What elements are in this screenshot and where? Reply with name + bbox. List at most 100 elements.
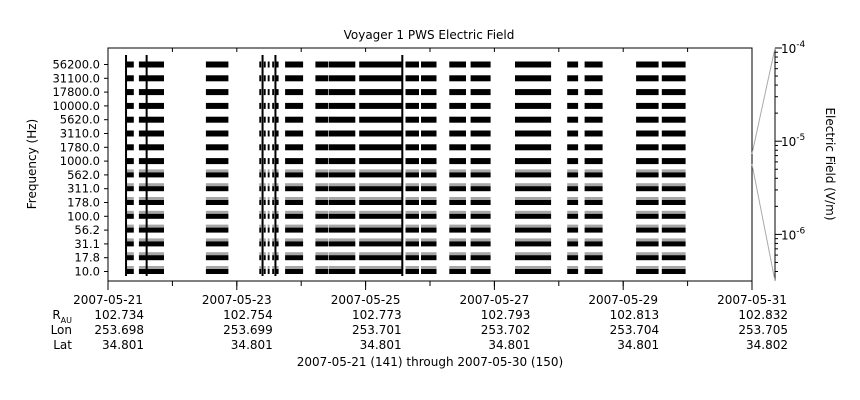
data-block-20-ch-15 bbox=[661, 269, 686, 274]
data-block-10-ch-3 bbox=[328, 102, 356, 109]
data-block-13-ch-0 bbox=[421, 61, 437, 68]
data-block-13-ch-2 bbox=[421, 89, 437, 96]
data-block-9-ch-1 bbox=[315, 75, 329, 82]
data-block-11-ch-10 bbox=[359, 200, 402, 205]
noise-fringe-20-ch-8 bbox=[661, 169, 686, 173]
data-block-12-ch-9 bbox=[405, 186, 419, 192]
data-block-1-ch-10 bbox=[138, 200, 164, 205]
noise-fringe-1-ch-14 bbox=[138, 252, 164, 256]
data-block-15-ch-7 bbox=[470, 158, 491, 165]
data-block-3-ch-12 bbox=[259, 227, 262, 233]
data-block-0-ch-15 bbox=[125, 269, 134, 274]
data-block-17-ch-3 bbox=[567, 102, 579, 109]
noise-fringe-11-ch-14 bbox=[359, 252, 402, 256]
data-block-16-ch-11 bbox=[515, 213, 552, 219]
data-block-3-ch-5 bbox=[259, 130, 262, 137]
noise-fringe-20-ch-9 bbox=[661, 183, 686, 187]
data-block-0-ch-0 bbox=[125, 61, 134, 68]
data-block-17-ch-2 bbox=[567, 89, 579, 96]
data-block-8-ch-13 bbox=[285, 241, 304, 247]
data-block-10-ch-4 bbox=[328, 116, 356, 123]
data-block-3-ch-6 bbox=[259, 144, 262, 151]
data-block-4-ch-3 bbox=[263, 102, 266, 109]
noise-fringe-9-ch-10 bbox=[315, 197, 329, 200]
noise-fringe-2-ch-11 bbox=[205, 210, 229, 214]
data-block-7-ch-1 bbox=[275, 75, 279, 82]
noise-fringe-14-ch-15 bbox=[449, 266, 466, 269]
data-block-20-ch-4 bbox=[661, 116, 686, 123]
noise-fringe-17-ch-13 bbox=[567, 238, 579, 242]
data-block-20-ch-6 bbox=[661, 144, 686, 151]
data-block-10-ch-6 bbox=[328, 144, 356, 151]
burst-spikes bbox=[125, 55, 404, 276]
ephem-lat-1: 34.801 bbox=[231, 338, 273, 352]
data-block-18-ch-14 bbox=[584, 255, 603, 261]
data-block-16-ch-0 bbox=[515, 61, 552, 68]
data-block-7-ch-7 bbox=[275, 158, 279, 165]
noise-fringe-10-ch-9 bbox=[328, 183, 356, 187]
data-block-7-ch-13 bbox=[275, 241, 279, 247]
noise-fringe-17-ch-15 bbox=[567, 266, 579, 269]
data-block-8-ch-0 bbox=[285, 61, 304, 68]
data-block-19-ch-9 bbox=[636, 186, 659, 192]
noise-fringe-7-ch-9 bbox=[275, 183, 279, 187]
data-block-11-ch-13 bbox=[359, 241, 402, 247]
data-block-11-ch-12 bbox=[359, 227, 402, 233]
data-block-16-ch-12 bbox=[515, 227, 552, 233]
data-block-6-ch-6 bbox=[272, 144, 275, 151]
data-block-17-ch-5 bbox=[567, 130, 579, 137]
data-block-20-ch-7 bbox=[661, 158, 686, 165]
noise-fringe-15-ch-11 bbox=[470, 210, 491, 214]
data-block-8-ch-9 bbox=[285, 186, 304, 192]
data-block-16-ch-3 bbox=[515, 102, 552, 109]
noise-fringe-19-ch-10 bbox=[636, 197, 659, 200]
noise-fringe-8-ch-13 bbox=[285, 238, 304, 242]
y-tick-label-3: 10000.0 bbox=[52, 99, 100, 113]
data-block-6-ch-9 bbox=[272, 186, 275, 192]
data-block-14-ch-4 bbox=[449, 116, 466, 123]
data-block-5-ch-11 bbox=[267, 213, 270, 219]
data-block-12-ch-11 bbox=[405, 213, 419, 219]
data-block-6-ch-12 bbox=[272, 227, 275, 233]
data-block-3-ch-14 bbox=[259, 255, 262, 261]
noise-fringe-4-ch-13 bbox=[263, 238, 266, 242]
data-block-5-ch-0 bbox=[267, 61, 270, 68]
data-block-4-ch-2 bbox=[263, 89, 266, 96]
noise-fringe-9-ch-8 bbox=[315, 169, 329, 173]
noise-fringe-16-ch-9 bbox=[515, 183, 552, 187]
data-block-2-ch-2 bbox=[205, 89, 229, 96]
colorbar-connector-top bbox=[751, 47, 776, 155]
data-block-16-ch-6 bbox=[515, 144, 552, 151]
noise-fringe-0-ch-15 bbox=[125, 266, 134, 269]
data-block-2-ch-9 bbox=[205, 186, 229, 192]
data-block-8-ch-2 bbox=[285, 89, 304, 96]
data-block-15-ch-3 bbox=[470, 102, 491, 109]
noise-fringe-18-ch-15 bbox=[584, 266, 603, 269]
data-block-8-ch-12 bbox=[285, 227, 304, 233]
noise-fringe-6-ch-14 bbox=[272, 252, 275, 256]
data-block-12-ch-7 bbox=[405, 158, 419, 165]
data-block-15-ch-15 bbox=[470, 269, 491, 274]
noise-fringe-7-ch-10 bbox=[275, 197, 279, 200]
y-tick-label-8: 562.0 bbox=[67, 168, 100, 182]
data-block-9-ch-10 bbox=[315, 200, 329, 205]
noise-fringe-3-ch-8 bbox=[259, 169, 262, 173]
data-block-7-ch-11 bbox=[275, 213, 279, 219]
data-block-13-ch-15 bbox=[421, 269, 437, 274]
data-block-2-ch-12 bbox=[205, 227, 229, 233]
noise-fringe-1-ch-12 bbox=[138, 224, 164, 228]
data-block-12-ch-15 bbox=[405, 269, 419, 274]
noise-fringe-14-ch-14 bbox=[449, 252, 466, 256]
noise-fringe-7-ch-15 bbox=[275, 266, 279, 269]
noise-fringe-1-ch-10 bbox=[138, 197, 164, 200]
data-block-17-ch-8 bbox=[567, 172, 579, 178]
noise-fringe-0-ch-9 bbox=[125, 183, 134, 187]
data-block-17-ch-11 bbox=[567, 213, 579, 219]
ephem-lat-4: 34.801 bbox=[617, 338, 659, 352]
data-block-9-ch-12 bbox=[315, 227, 329, 233]
ephem-lon-5: 253.705 bbox=[738, 323, 788, 337]
data-block-3-ch-13 bbox=[259, 241, 262, 247]
data-block-1-ch-7 bbox=[138, 158, 164, 165]
data-block-19-ch-0 bbox=[636, 61, 659, 68]
